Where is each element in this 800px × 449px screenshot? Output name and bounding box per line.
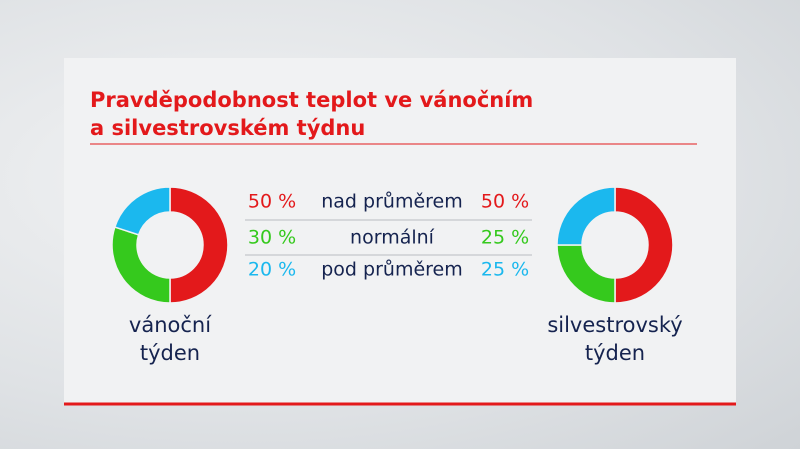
value-label: 20 %: [248, 259, 296, 281]
donut-segment: [111, 226, 171, 304]
category-label: normální: [350, 227, 435, 249]
panel: [64, 58, 736, 404]
value-label: 30 %: [248, 227, 296, 249]
chart-title: Pravděpodobnost teplot ve vánočním a sil…: [90, 88, 534, 140]
value-label: 25 %: [481, 227, 529, 249]
series-name: silvestrovský týden: [547, 313, 683, 365]
category-label: pod průměrem: [321, 259, 463, 281]
donut-segment: [556, 244, 616, 304]
donut-segment: [614, 186, 674, 304]
donut-segment: [556, 186, 616, 246]
category-label: nad průměrem: [321, 191, 463, 213]
value-label: 25 %: [481, 259, 529, 281]
donut-segment: [113, 186, 171, 236]
value-label: 50 %: [481, 191, 529, 213]
value-label: 50 %: [248, 191, 296, 213]
donut-segment: [169, 186, 229, 304]
series-name: vánoční týden: [128, 313, 212, 365]
